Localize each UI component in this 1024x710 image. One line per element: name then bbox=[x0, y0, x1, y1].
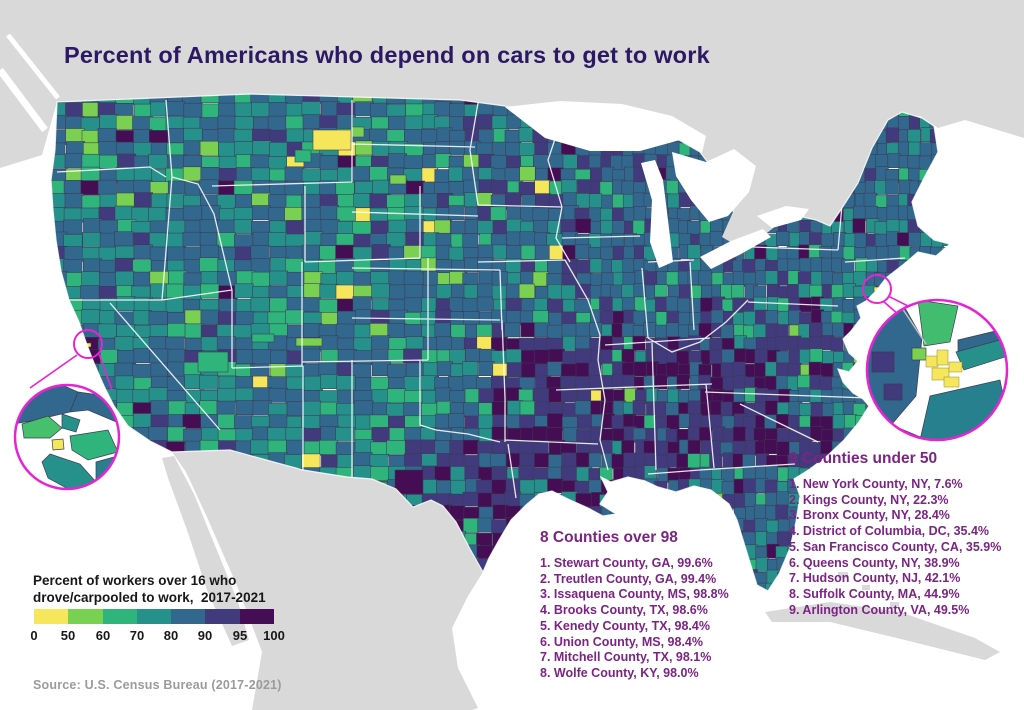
list-item: 1. Stewart County, GA, 99.6% bbox=[540, 556, 713, 570]
list-item: 5. Kenedy County, TX, 98.4% bbox=[540, 618, 710, 633]
legend-color-segment bbox=[171, 609, 206, 624]
legend-tick: 0 bbox=[30, 628, 38, 643]
us-coastline bbox=[50, 93, 952, 592]
legend-color-bar bbox=[34, 609, 274, 624]
list-item: 6. Queens County, NY, 38.9% bbox=[789, 555, 960, 570]
state-borders bbox=[56, 99, 906, 499]
source-attribution: Source: U.S. Census Bureau (2017-2021) bbox=[33, 678, 282, 692]
legend-label: Percent of workers over 16 who drove/carp… bbox=[33, 572, 303, 606]
legend-label-line1: Percent of workers over 16 who bbox=[33, 573, 237, 588]
list-item: 3. Issaquena County, MS, 98.8% bbox=[540, 587, 729, 602]
counties-over-98-heading: 8 Counties over 98 bbox=[540, 529, 678, 546]
inset-leader-line bbox=[29, 354, 78, 389]
list-item: 6. Union County, MS, 98.4% bbox=[540, 634, 703, 649]
lake-superior bbox=[505, 101, 706, 153]
legend-color-segment bbox=[102, 609, 137, 624]
mexico-landmass bbox=[172, 450, 483, 710]
list-item: 2. Kings County, NY, 22.3% bbox=[789, 492, 949, 507]
legend-color-segment bbox=[34, 609, 69, 624]
legend-tick: 95 bbox=[232, 628, 248, 643]
bahamas-island bbox=[890, 602, 899, 608]
list-item: 4. District of Columbia, DC, 35.4% bbox=[789, 524, 990, 539]
legend-color-segment bbox=[205, 609, 240, 624]
list-item: 9. Arlington County, VA, 49.5% bbox=[789, 602, 970, 617]
sf-highlight-circle bbox=[73, 329, 103, 359]
legend-color-segment bbox=[136, 609, 172, 624]
great-lakes bbox=[505, 101, 809, 269]
nyc-highlight-circle bbox=[862, 274, 892, 304]
lake-erie bbox=[700, 229, 771, 269]
legend-tick: 80 bbox=[163, 628, 179, 643]
pacific-strait bbox=[0, 67, 48, 133]
list-item: 8. Suffolk County, MA, 44.9% bbox=[789, 586, 960, 601]
list-item: 1. New York County, NY, 7.6% bbox=[789, 477, 963, 491]
sf-inset-circle bbox=[13, 383, 121, 491]
legend-label-line2: drove/carpooled to work, 2017-2021 bbox=[33, 590, 266, 605]
lake-huron bbox=[672, 149, 756, 222]
list-item: 2. Treutlen County, GA, 99.4% bbox=[540, 571, 717, 586]
lake-ontario bbox=[757, 206, 809, 228]
legend-tick: 70 bbox=[129, 628, 145, 643]
legend-tick: 60 bbox=[95, 628, 111, 643]
baja-peninsula bbox=[162, 456, 249, 646]
counties-under-50-list: 9 Counties under 50 1. New York County, … bbox=[789, 450, 1024, 618]
legend-color-segment bbox=[239, 609, 274, 624]
list-item: 7. Mitchell County, TX, 98.1% bbox=[540, 650, 712, 665]
bahamas-island bbox=[862, 585, 870, 590]
legend-tick: 100 bbox=[263, 628, 285, 643]
legend-color-segment bbox=[68, 609, 103, 624]
list-item: 8. Wolfe County, KY, 98.0% bbox=[540, 665, 699, 680]
legend-tick: 50 bbox=[60, 628, 76, 643]
ontario-peninsula bbox=[722, 198, 774, 250]
lake-michigan bbox=[641, 160, 673, 268]
list-item: 7. Hudson County, NJ, 42.1% bbox=[789, 571, 961, 586]
page-title: Percent of Americans who depend on cars … bbox=[64, 42, 710, 68]
legend-tick-labels: 0 50 60 70 80 90 95 100 bbox=[30, 628, 284, 644]
counties-under-50-heading: 9 Counties under 50 bbox=[789, 450, 938, 467]
cuba-island bbox=[765, 602, 1000, 660]
nyc-inset-circle bbox=[865, 298, 1009, 442]
list-item: 5. San Francisco County, CA, 35.9% bbox=[789, 539, 1002, 554]
pacific-strait-2 bbox=[6, 33, 60, 100]
legend-tick: 90 bbox=[197, 628, 213, 643]
inset-leader-line bbox=[98, 353, 113, 391]
counties-over-98-list: 8 Counties over 98 1. Stewart County, GA… bbox=[540, 529, 775, 682]
list-item: 4. Brooks County, TX, 98.6% bbox=[540, 603, 708, 618]
canada-landmass bbox=[0, 0, 1024, 236]
list-item: 3. Bronx County, NY, 28.4% bbox=[789, 508, 950, 523]
bahamas-island bbox=[838, 572, 848, 578]
